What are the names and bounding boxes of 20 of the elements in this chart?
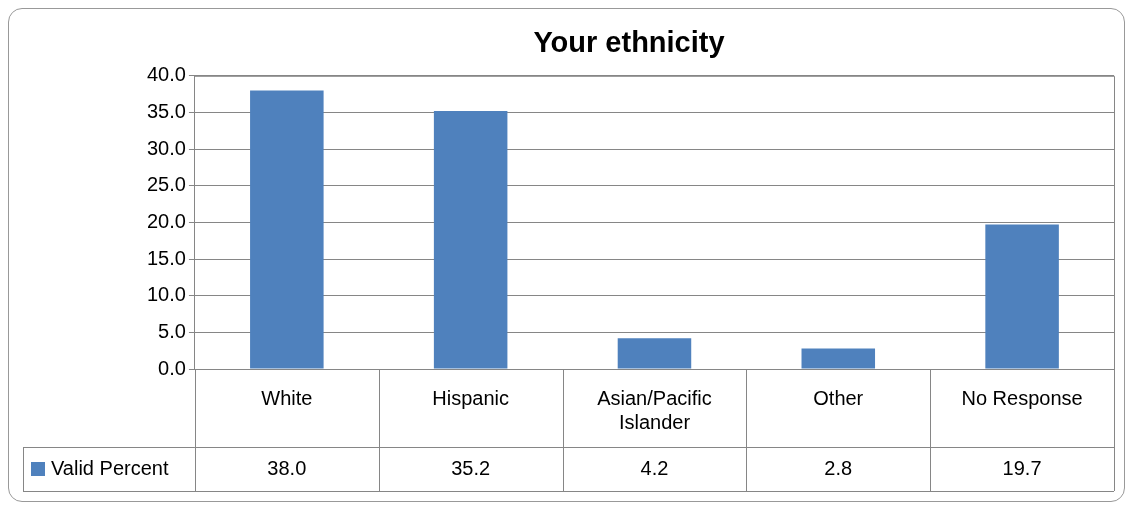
data-label: 4.2 bbox=[640, 456, 669, 479]
data-label: 38.0 bbox=[267, 456, 307, 479]
y-tick-label: 25.0 bbox=[146, 173, 186, 196]
y-tick-label: 0.0 bbox=[158, 356, 186, 379]
x-tick-label: Other bbox=[813, 386, 864, 409]
x-tick-label: Asian/Pacific Islander bbox=[597, 386, 712, 433]
x-tick-label: No Response bbox=[961, 386, 1083, 409]
y-tick-label: 35.0 bbox=[146, 99, 186, 122]
x-tick-label: Hispanic bbox=[432, 386, 509, 409]
data-label: 19.7 bbox=[1002, 456, 1042, 479]
data-label: 35.2 bbox=[451, 456, 491, 479]
chart-title: Your ethnicity bbox=[533, 26, 725, 59]
y-tick-label: 30.0 bbox=[146, 136, 186, 159]
y-tick-label: 40.0 bbox=[146, 63, 186, 86]
y-tick-label: 5.0 bbox=[158, 319, 186, 342]
y-tick-label: 10.0 bbox=[146, 283, 186, 306]
data-label: 2.8 bbox=[824, 456, 853, 479]
y-tick-label: 20.0 bbox=[146, 209, 186, 232]
y-tick-label: 15.0 bbox=[146, 246, 186, 269]
x-tick-label: White bbox=[261, 386, 313, 409]
